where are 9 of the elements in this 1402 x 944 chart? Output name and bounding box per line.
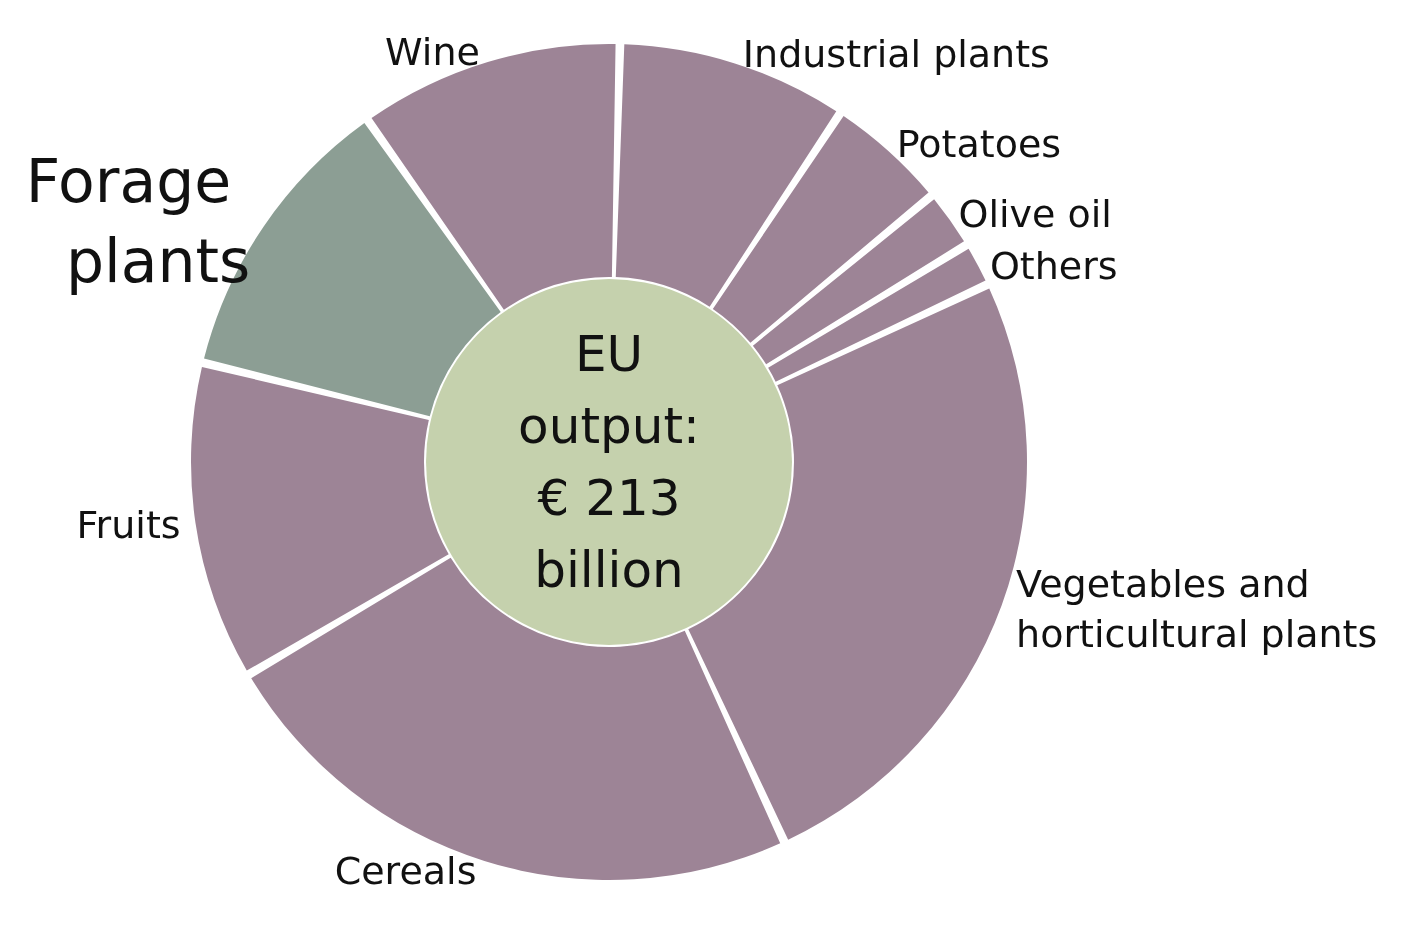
slice-label: Olive oil xyxy=(958,192,1112,237)
slice-label: Wine xyxy=(385,30,480,75)
slice-label: Industrial plants xyxy=(742,31,1050,76)
slice-label: Potatoes xyxy=(896,121,1062,166)
slice-label: Others xyxy=(989,244,1118,289)
slice-label: Fruits xyxy=(76,502,181,547)
slice-label: Cereals xyxy=(334,848,477,893)
slice-label: Vegetables and horticultural plants xyxy=(1016,561,1378,656)
slice-label: Forage plants xyxy=(25,146,251,297)
